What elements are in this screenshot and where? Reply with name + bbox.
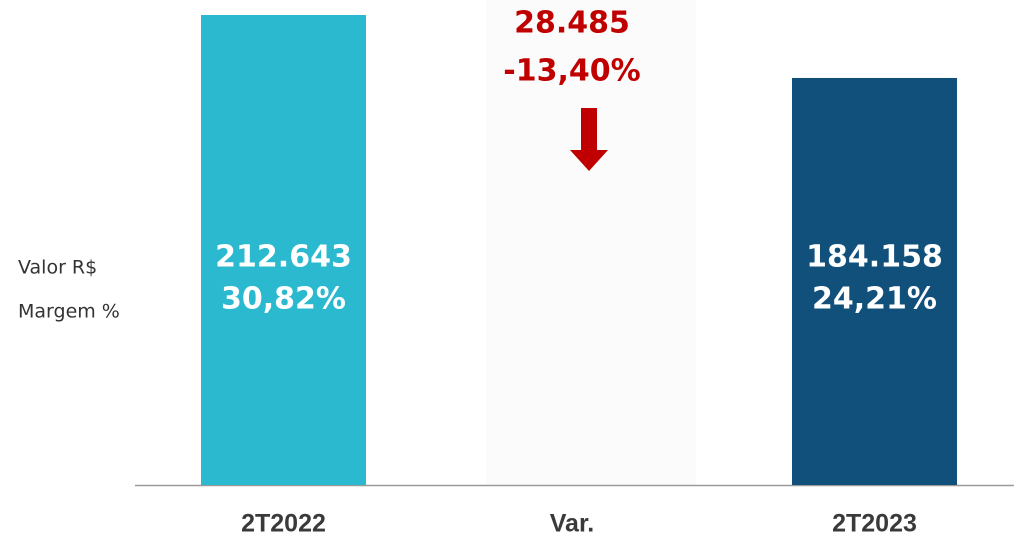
value-label: 184.158 <box>806 240 943 275</box>
row-label: Valor R$ <box>18 257 97 279</box>
x-tick-label: 2T2022 <box>241 510 326 538</box>
variation-column <box>486 0 696 485</box>
margin-label: 30,82% <box>221 282 346 317</box>
variation-percent: -13,40% <box>503 54 640 89</box>
bar <box>792 77 957 485</box>
margin-label: 24,21% <box>812 282 937 317</box>
bar <box>201 15 366 485</box>
variation-label: 28.485 <box>514 6 630 41</box>
value-label: 212.643 <box>215 240 352 275</box>
row-label: Margem % <box>18 301 120 323</box>
down-arrow <box>570 108 608 171</box>
x-tick-label: Var. <box>550 510 595 538</box>
x-tick-label: 2T2023 <box>832 510 917 538</box>
